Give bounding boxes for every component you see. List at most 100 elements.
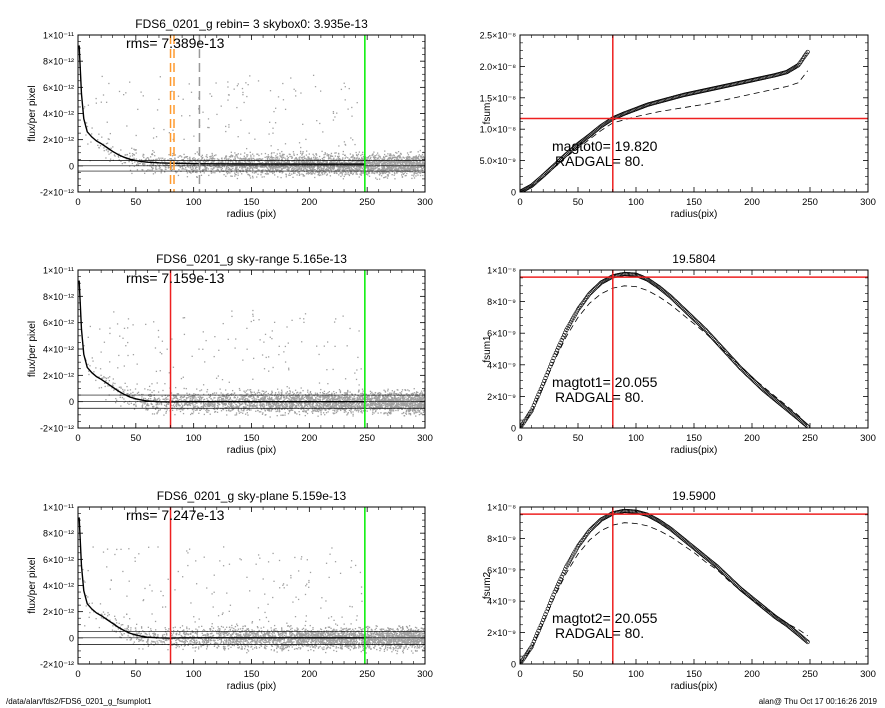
scatter-point [305, 154, 308, 156]
scatter-point [112, 146, 114, 148]
scatter-point [87, 143, 89, 145]
scatter-point [384, 162, 386, 164]
scatter-point [286, 155, 288, 157]
scatter-point [323, 156, 326, 158]
scatter-point [283, 160, 285, 162]
scatter-point [189, 167, 191, 169]
scatter-point [417, 168, 419, 170]
scatter-point [391, 174, 393, 176]
scatter-point [417, 151, 419, 153]
scatter-point [260, 403, 262, 405]
scatter-point [347, 166, 350, 168]
scatter-point [302, 151, 304, 153]
scatter-point [343, 160, 346, 162]
scatter-point [210, 157, 212, 159]
scatter-point [189, 162, 191, 164]
scatter-point [286, 406, 288, 408]
scatter-point [295, 169, 297, 171]
scatter-point [242, 397, 244, 399]
scatter-point [233, 158, 235, 161]
scatter-point [142, 163, 144, 165]
y-axis-label: fsum [482, 103, 493, 125]
scatter-point [381, 166, 383, 168]
scatter-point [286, 160, 289, 163]
scatter-point [334, 159, 336, 161]
scatter-point [354, 169, 356, 171]
scatter-point [239, 157, 242, 159]
scatter-point [384, 169, 387, 172]
scatter-point [194, 167, 197, 169]
scatter-point [295, 161, 297, 163]
scatter-point [210, 161, 213, 163]
scatter-point [399, 161, 401, 163]
scatter-point [230, 151, 232, 153]
scatter-point [394, 166, 397, 168]
scatter-point [366, 170, 369, 173]
scatter-point [394, 156, 396, 158]
scatter-point [227, 81, 229, 83]
scatter-point [251, 394, 254, 396]
scatter-point [278, 161, 280, 163]
scatter-point [235, 171, 238, 173]
scatter-point [337, 395, 339, 397]
scatter-point [400, 174, 403, 176]
scatter-point [390, 167, 393, 169]
scatter-point [312, 165, 315, 167]
scatter-point [402, 164, 404, 166]
scatter-point [414, 172, 417, 174]
scatter-point [303, 155, 305, 158]
scatter-point [383, 177, 385, 179]
scatter-point [347, 167, 350, 169]
scatter-point [421, 392, 423, 394]
scatter-point [320, 168, 323, 170]
x-tick-label: 250 [359, 197, 375, 208]
scatter-point [234, 164, 236, 166]
scatter-point [367, 169, 369, 172]
scatter-point [309, 401, 312, 404]
scatter-point [373, 160, 376, 162]
scatter-point [282, 171, 284, 173]
scatter-point [302, 159, 305, 161]
scatter-point [288, 172, 291, 174]
scatter-point [344, 169, 346, 171]
scatter-point [235, 161, 237, 163]
scatter-point [146, 160, 148, 162]
scatter-point [346, 162, 348, 164]
scatter-point [284, 143, 287, 145]
scatter-point [172, 129, 174, 131]
scatter-point [367, 171, 370, 174]
scatter-point [310, 406, 312, 409]
scatter-point [368, 175, 371, 177]
scatter-point [391, 162, 393, 164]
scatter-point [152, 173, 155, 175]
scatter-point [214, 172, 216, 174]
scatter-point [189, 115, 191, 117]
scatter-point [413, 177, 416, 179]
scatter-point [357, 409, 359, 411]
scatter-point [178, 164, 180, 166]
scatter-point [333, 157, 335, 159]
scatter-point [330, 155, 332, 158]
scatter-point [318, 172, 320, 175]
scatter-point [268, 155, 270, 158]
scatter-point [318, 171, 320, 173]
scatter-point [348, 400, 350, 402]
scatter-point [171, 166, 173, 168]
scatter-point [205, 160, 208, 162]
scatter-point [277, 159, 280, 161]
scatter-point [378, 159, 380, 161]
scatter-point [410, 165, 412, 168]
scatter-point [301, 154, 303, 156]
scatter-point [311, 169, 314, 172]
scatter-point [395, 407, 397, 409]
scatter-point [186, 169, 188, 171]
scatter-point [192, 167, 195, 169]
scatter-point [204, 161, 207, 163]
scatter-point [181, 115, 183, 117]
scatter-point [183, 157, 185, 159]
curve-marker [563, 153, 568, 158]
scatter-point [251, 167, 254, 169]
scatter-point [85, 134, 87, 136]
scatter-point [218, 161, 220, 163]
scatter-point [387, 170, 389, 173]
